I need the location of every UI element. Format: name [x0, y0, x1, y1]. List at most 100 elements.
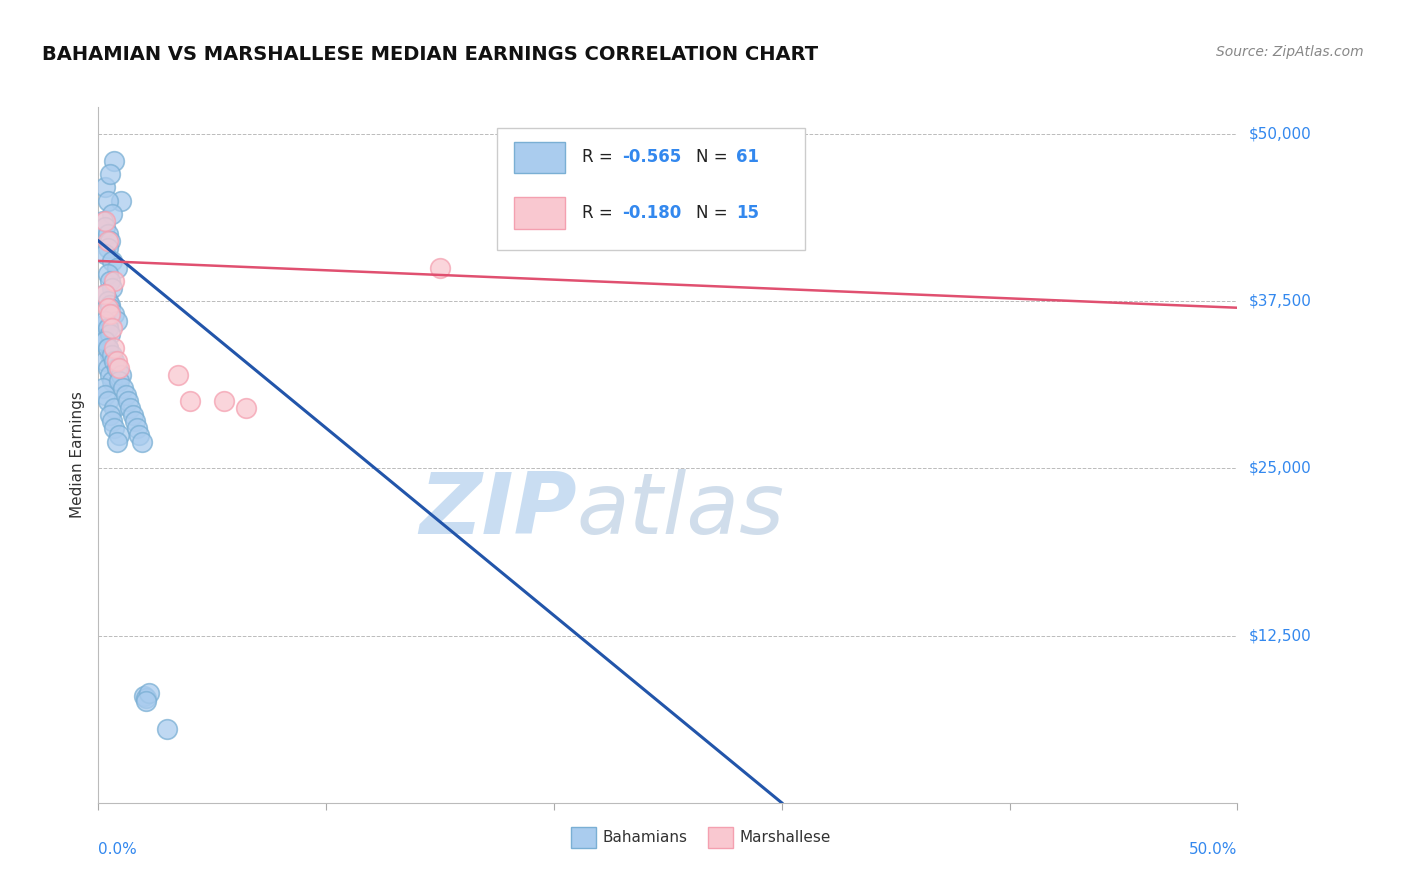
Point — [117, 394, 139, 409]
Point — [96, 240, 118, 255]
Point — [105, 314, 128, 328]
Point — [103, 307, 125, 321]
Point — [96, 320, 118, 334]
Text: -0.565: -0.565 — [623, 148, 682, 166]
Point — [105, 260, 128, 275]
Text: Source: ZipAtlas.com: Source: ZipAtlas.com — [1216, 45, 1364, 59]
Y-axis label: Median Earnings: Median Earnings — [70, 392, 86, 518]
Point — [135, 691, 157, 706]
Point — [112, 381, 135, 395]
Point — [98, 368, 121, 382]
Text: 15: 15 — [737, 203, 759, 222]
Text: N =: N = — [696, 148, 733, 166]
Point — [131, 434, 153, 449]
Point — [121, 408, 143, 422]
Point — [98, 347, 121, 362]
Point — [98, 301, 121, 315]
Point — [91, 327, 114, 342]
Point — [167, 368, 190, 382]
Text: $25,000: $25,000 — [1249, 461, 1312, 475]
Point — [91, 381, 114, 395]
Text: Bahamians: Bahamians — [603, 830, 688, 845]
FancyBboxPatch shape — [498, 128, 804, 250]
Point — [98, 327, 121, 342]
Point — [94, 287, 117, 301]
Point — [98, 234, 121, 248]
Text: Marshallese: Marshallese — [740, 830, 831, 845]
FancyBboxPatch shape — [515, 197, 565, 229]
Point — [94, 180, 117, 194]
Point — [128, 427, 150, 442]
Point — [98, 274, 121, 288]
Text: N =: N = — [696, 203, 733, 222]
Point — [103, 354, 125, 368]
Point — [108, 360, 131, 375]
Point — [138, 686, 160, 700]
Point — [101, 280, 124, 294]
Point — [101, 414, 124, 428]
Point — [108, 374, 131, 388]
Point — [108, 427, 131, 442]
Point — [91, 213, 114, 227]
Text: ZIP: ZIP — [419, 469, 576, 552]
Point — [94, 387, 117, 401]
Point — [94, 317, 117, 331]
Point — [94, 213, 117, 227]
Text: $12,500: $12,500 — [1249, 628, 1312, 643]
Point — [96, 341, 118, 355]
Point — [212, 394, 235, 409]
Point — [103, 341, 125, 355]
Point — [101, 207, 124, 221]
Point — [110, 368, 132, 382]
Text: $50,000: $50,000 — [1249, 127, 1312, 141]
Point — [94, 334, 117, 348]
Point — [103, 153, 125, 168]
Point — [120, 401, 142, 415]
Point — [105, 354, 128, 368]
Text: -0.180: -0.180 — [623, 203, 682, 222]
Point — [98, 298, 121, 312]
Text: R =: R = — [582, 203, 619, 222]
Text: R =: R = — [582, 148, 619, 166]
Point — [96, 234, 118, 248]
Text: atlas: atlas — [576, 469, 785, 552]
Point — [429, 260, 451, 275]
Point — [156, 723, 179, 737]
Text: 0.0%: 0.0% — [98, 842, 138, 856]
Point — [103, 274, 125, 288]
Point — [94, 334, 117, 348]
Point — [105, 434, 128, 449]
Point — [94, 354, 117, 368]
Point — [94, 287, 117, 301]
Point — [94, 220, 117, 235]
Point — [101, 347, 124, 362]
Text: $37,500: $37,500 — [1249, 293, 1312, 309]
Point — [96, 227, 118, 241]
Point — [96, 320, 118, 334]
Point — [96, 341, 118, 355]
Point — [124, 414, 146, 428]
FancyBboxPatch shape — [515, 142, 565, 173]
Point — [103, 421, 125, 435]
Point — [94, 314, 117, 328]
Point — [96, 268, 118, 282]
Point — [132, 689, 155, 703]
Point — [96, 301, 118, 315]
Point — [98, 167, 121, 181]
FancyBboxPatch shape — [571, 827, 596, 848]
Point — [114, 387, 136, 401]
Point — [98, 408, 121, 422]
Point — [179, 394, 201, 409]
Point — [110, 194, 132, 208]
Point — [94, 247, 117, 261]
Text: 61: 61 — [737, 148, 759, 166]
FancyBboxPatch shape — [707, 827, 733, 848]
Point — [96, 194, 118, 208]
Text: BAHAMIAN VS MARSHALLESE MEDIAN EARNINGS CORRELATION CHART: BAHAMIAN VS MARSHALLESE MEDIAN EARNINGS … — [42, 45, 818, 63]
Point — [101, 320, 124, 334]
Point — [96, 360, 118, 375]
Point — [98, 307, 121, 321]
Point — [96, 293, 118, 308]
Point — [101, 374, 124, 388]
Point — [101, 253, 124, 268]
